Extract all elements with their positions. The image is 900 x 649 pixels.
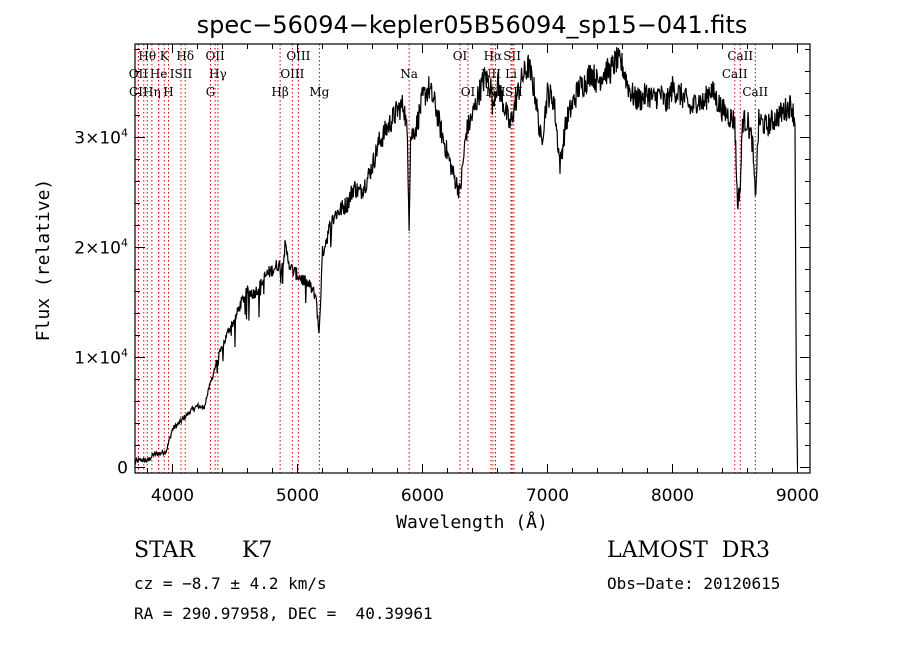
line-label: OI [461,85,476,99]
y-axis-label: Flux (relative) [33,179,54,342]
x-tick-label: 7000 [526,486,569,506]
y-tick-label: 2×104 [74,237,128,259]
line-label: He [150,67,168,81]
line-label: Hβ [271,85,288,99]
radial-velocity: cz = −8.7 ± 4.2 km/s [134,574,327,593]
line-label: OIII [280,67,304,81]
line-label: OIII [286,49,310,63]
observation-date: Obs−Date: 20120615 [607,574,781,593]
line-label: OI [453,49,468,63]
spectrum-series [134,47,799,468]
line-label: CaII [742,85,768,99]
chart-title: spec−56094−kepler05B56094_sp15−041.fits [197,11,748,39]
line-label: Mg [309,85,329,99]
line-label: G [206,85,216,99]
line-label: K [160,49,170,63]
y-tick-label: 3×104 [74,127,128,149]
line-label: Hδ [176,49,194,63]
line-label: H [163,85,173,99]
line-label: Hη [143,85,161,99]
line-label: SII [503,49,521,63]
line-label: Hγ [209,67,227,81]
line-label: CaII [727,49,753,63]
x-axis-label: Wavelength (Å) [396,511,548,533]
line-label: CII [129,85,148,99]
line-label: Na [400,67,418,81]
coordinates: RA = 290.97958, DEC = 40.39961 [134,604,433,623]
y-tick-label: 0 [117,459,128,479]
line-label: Hα [484,49,503,63]
line-label: Hθ [138,49,156,63]
line-label: ISII [170,67,193,81]
spectral-subclass: K7 [242,538,273,563]
survey-release: LAMOST DR3 [607,538,770,563]
axes-ticks: 4000 5000 6000 7000 8000 9000 0 1×104 2×104 3×104 [74,44,819,506]
y-tick-label: 1×104 [74,347,128,369]
spectrum-line [134,47,799,468]
x-tick-label: 4000 [151,486,194,506]
x-tick-label: 5000 [276,486,319,506]
x-tick-label: 8000 [651,486,694,506]
line-label: CaII [722,67,748,81]
x-tick-label: 9000 [776,486,819,506]
line-label: Li [505,67,517,81]
object-class: STAR [134,538,195,563]
x-tick-label: 6000 [401,486,444,506]
line-label: OII [205,49,225,63]
